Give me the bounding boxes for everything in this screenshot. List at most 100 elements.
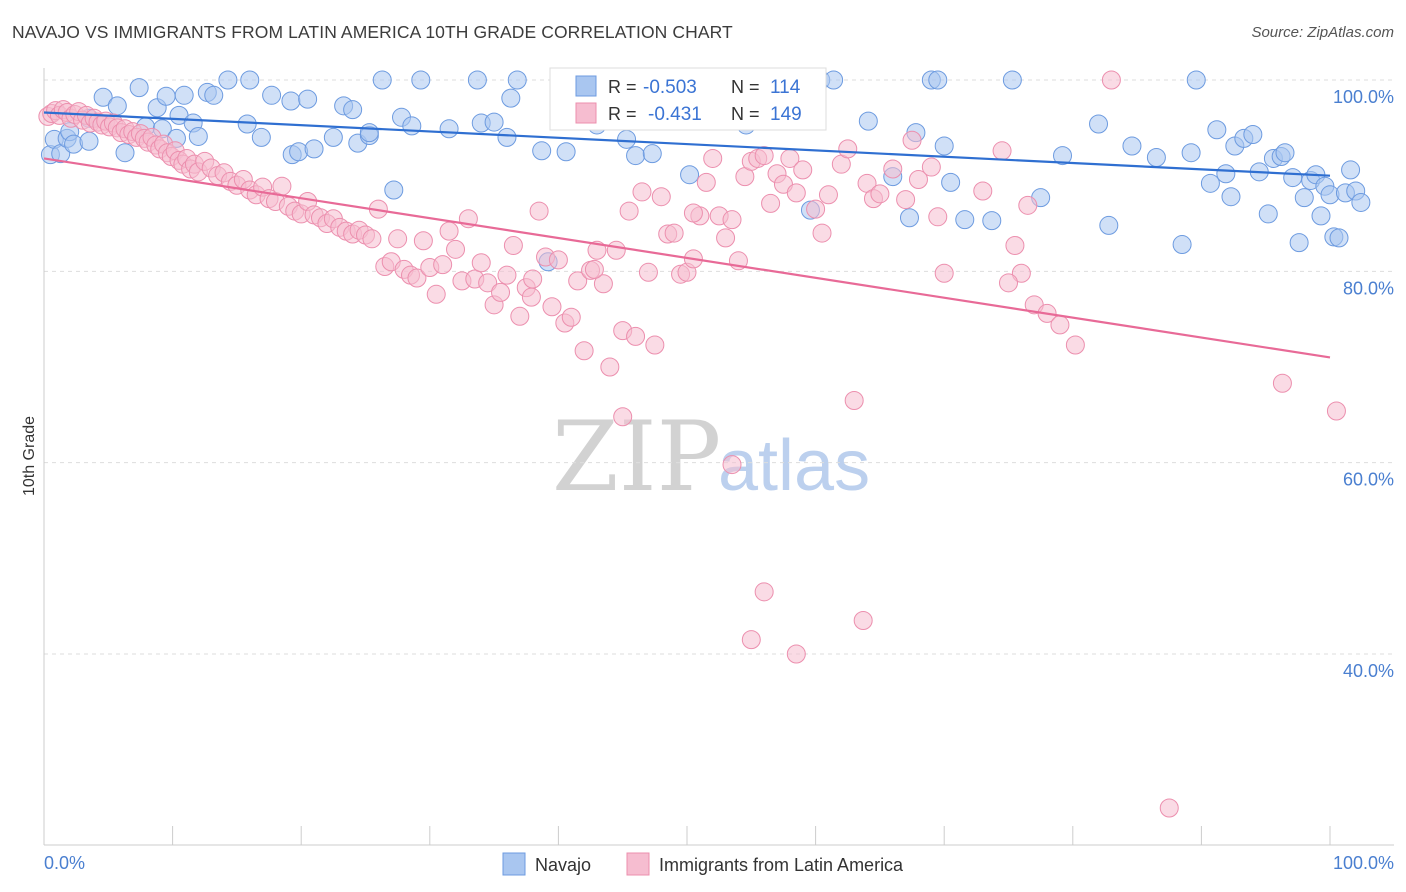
point-latin-170 [613,407,633,427]
point-navajo-38 [372,70,392,90]
point-navajo-66 [858,111,878,131]
y-tick-labels: 40.0% 60.0% 80.0% 100.0% [1333,87,1394,681]
point-navajo-107 [1329,228,1349,248]
x-tick-label-max: 100.0% [1333,853,1394,873]
stats-legend-n-label-latin: N = [731,104,760,124]
point-navajo-94 [1258,204,1278,224]
point-latin-134 [806,199,826,219]
point-latin-132 [786,183,806,203]
point-latin-113 [664,223,684,243]
stats-legend-r-label-navajo: R = [608,77,637,97]
legend-label-navajo: Navajo [535,855,591,875]
point-latin-94 [542,297,562,317]
legend-swatch-navajo [502,852,526,876]
point-latin-73 [407,268,427,288]
point-latin-167 [1065,335,1085,355]
point-navajo-42 [411,70,431,90]
point-latin-147 [921,157,941,177]
x-tick-label-min: 0.0% [44,853,85,873]
chart-title: NAVAJO VS IMMIGRANTS FROM LATIN AMERICA … [12,22,733,42]
point-latin-156 [1272,373,1292,393]
gridlines [44,79,1394,655]
point-latin-95 [548,250,568,270]
point-navajo-85 [1186,70,1206,90]
point-navajo-39 [384,180,404,200]
point-latin-102 [593,274,613,294]
point-navajo-47 [497,127,517,147]
stats-legend: R = -0.503 N = 114 R = -0.431 N = 149 [549,67,827,131]
point-navajo-49 [507,70,527,90]
point-navajo-109 [1341,160,1361,180]
point-navajo-50 [532,141,552,161]
point-latin-87 [497,265,517,285]
point-latin-149 [934,263,954,283]
point-latin-155 [853,611,873,631]
point-latin-145 [902,130,922,150]
point-navajo-92 [1243,125,1263,145]
point-latin-159 [1101,70,1121,90]
point-navajo-88 [1216,164,1236,184]
point-latin-122 [722,210,742,230]
point-navajo-43 [439,119,459,139]
stats-legend-n-value-latin: 149 [770,104,802,125]
point-navajo-98 [1283,168,1303,188]
point-latin-98 [568,271,588,291]
point-navajo-31 [304,139,324,159]
stats-legend-n-label-navajo: N = [731,77,760,97]
stats-legend-r-label-latin: R = [608,104,637,124]
point-latin-152 [754,582,774,602]
point-latin-106 [619,201,639,221]
point-navajo-79 [1089,114,1109,134]
point-navajo-68 [899,208,919,228]
point-latin-135 [812,223,832,243]
point-latin-76 [426,284,446,304]
chart-source: Source: ZipAtlas.com [1251,24,1394,41]
point-latin-104 [606,240,626,260]
point-latin-86 [491,282,511,302]
point-latin-136 [818,185,838,205]
point-latin-109 [638,262,658,282]
point-navajo-46 [484,112,504,132]
point-latin-108 [632,182,652,202]
point-navajo-71 [928,70,948,90]
point-latin-171 [521,287,541,307]
point-latin-139 [844,390,864,410]
point-navajo-17 [174,85,194,105]
point-navajo-11 [129,78,149,98]
point-navajo-111 [1351,192,1371,212]
point-latin-158 [1159,798,1179,818]
point-navajo-80 [1099,215,1119,235]
x-tick-marks [172,826,1331,845]
point-latin-163 [1011,263,1031,283]
point-navajo-26 [262,85,282,105]
y-tick-label-40: 40.0% [1343,661,1394,681]
point-navajo-19 [188,126,208,146]
point-latin-78 [439,221,459,241]
point-latin-52 [272,176,292,196]
point-navajo-89 [1221,187,1241,207]
point-navajo-100 [1294,188,1314,208]
data-points [38,70,1371,818]
point-latin-83 [471,253,491,273]
point-latin-79 [446,239,466,259]
point-latin-146 [908,169,928,189]
point-latin-166 [1050,315,1070,335]
point-latin-91 [523,269,543,289]
point-latin-143 [883,159,903,179]
point-navajo-27 [281,91,301,111]
stats-legend-n-value-navajo: 114 [770,77,801,98]
point-navajo-48 [501,88,521,108]
point-latin-111 [651,187,671,207]
point-latin-118 [696,172,716,192]
point-latin-172 [683,203,703,223]
point-latin-74 [413,231,433,251]
point-navajo-97 [1275,143,1295,163]
point-navajo-65 [824,70,844,90]
point-navajo-74 [955,210,975,230]
point-navajo-7 [79,131,99,151]
point-latin-148 [928,207,948,227]
point-navajo-34 [343,100,363,120]
point-latin-151 [722,455,742,475]
point-latin-77 [433,255,453,275]
